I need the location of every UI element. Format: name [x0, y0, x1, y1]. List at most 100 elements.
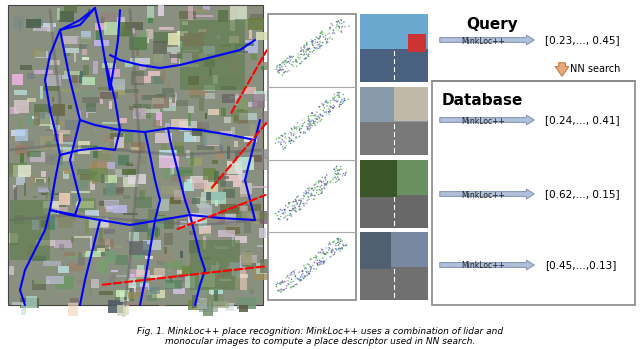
Point — [340, 24, 350, 29]
Point — [330, 31, 340, 37]
Point — [328, 103, 339, 108]
Bar — [61, 75, 72, 79]
Bar — [104, 22, 122, 35]
Bar — [65, 252, 75, 255]
Point — [294, 61, 305, 66]
Point — [326, 250, 337, 255]
Point — [303, 261, 314, 267]
Point — [316, 43, 326, 49]
Point — [291, 199, 301, 205]
Point — [316, 112, 326, 118]
Point — [328, 22, 338, 28]
Point — [331, 25, 341, 31]
Point — [324, 35, 335, 40]
Bar — [237, 266, 246, 278]
Bar — [110, 138, 129, 149]
Bar — [140, 95, 158, 99]
Bar — [136, 270, 150, 277]
Point — [282, 283, 292, 289]
Point — [291, 126, 301, 132]
Point — [307, 264, 317, 270]
Point — [316, 179, 326, 185]
Bar — [47, 259, 52, 271]
Point — [324, 109, 334, 114]
Point — [283, 59, 293, 65]
Point — [314, 104, 324, 110]
Bar — [14, 215, 24, 224]
Bar — [239, 183, 252, 194]
Point — [310, 122, 320, 128]
Point — [313, 46, 323, 51]
Bar — [42, 229, 45, 238]
Bar — [81, 31, 91, 39]
Bar — [70, 191, 90, 193]
Point — [286, 212, 296, 217]
Point — [284, 200, 294, 206]
Point — [335, 102, 346, 107]
Bar — [55, 157, 63, 171]
Point — [292, 281, 302, 287]
Point — [309, 182, 319, 188]
Point — [315, 261, 325, 267]
Point — [280, 279, 290, 284]
Point — [291, 57, 301, 62]
Point — [324, 245, 334, 251]
Bar — [33, 196, 37, 198]
Point — [273, 209, 284, 215]
Bar — [163, 99, 176, 111]
Bar — [259, 228, 266, 238]
Point — [317, 259, 327, 264]
Point — [296, 277, 306, 283]
Point — [300, 274, 310, 280]
Bar — [156, 253, 173, 263]
Text: [0.62,..., 0.15]: [0.62,..., 0.15] — [545, 189, 620, 199]
Bar — [230, 60, 237, 73]
Point — [316, 30, 326, 36]
Point — [338, 92, 348, 97]
Bar — [63, 53, 70, 56]
Bar — [96, 150, 111, 160]
Point — [326, 21, 337, 27]
Bar — [79, 44, 88, 49]
Point — [298, 121, 308, 126]
Point — [319, 251, 330, 257]
Bar — [199, 225, 211, 234]
Bar — [54, 240, 72, 248]
Point — [337, 29, 347, 35]
Point — [329, 175, 339, 180]
Point — [339, 97, 349, 103]
Bar — [76, 180, 88, 190]
Point — [284, 60, 294, 65]
Bar — [177, 219, 195, 224]
Point — [296, 49, 306, 54]
Point — [329, 96, 339, 102]
Point — [271, 64, 282, 70]
Point — [308, 118, 319, 124]
Bar — [108, 187, 124, 193]
Point — [342, 241, 352, 247]
Point — [277, 60, 287, 66]
Bar — [161, 186, 179, 194]
Point — [318, 251, 328, 256]
Point — [331, 179, 341, 185]
Point — [292, 64, 302, 69]
Bar — [163, 168, 172, 179]
Point — [285, 208, 295, 213]
Point — [332, 20, 342, 25]
Point — [308, 196, 319, 202]
Bar — [190, 87, 208, 96]
Bar — [78, 141, 90, 154]
Point — [296, 45, 306, 51]
Bar — [211, 289, 213, 295]
Point — [303, 54, 314, 59]
Bar — [188, 76, 199, 85]
Point — [285, 60, 295, 66]
Bar — [82, 97, 99, 103]
Point — [299, 275, 309, 281]
Point — [309, 121, 319, 127]
Bar — [116, 109, 119, 114]
Bar — [173, 288, 185, 294]
Point — [315, 118, 325, 124]
Bar — [184, 33, 204, 46]
Bar — [236, 168, 243, 173]
